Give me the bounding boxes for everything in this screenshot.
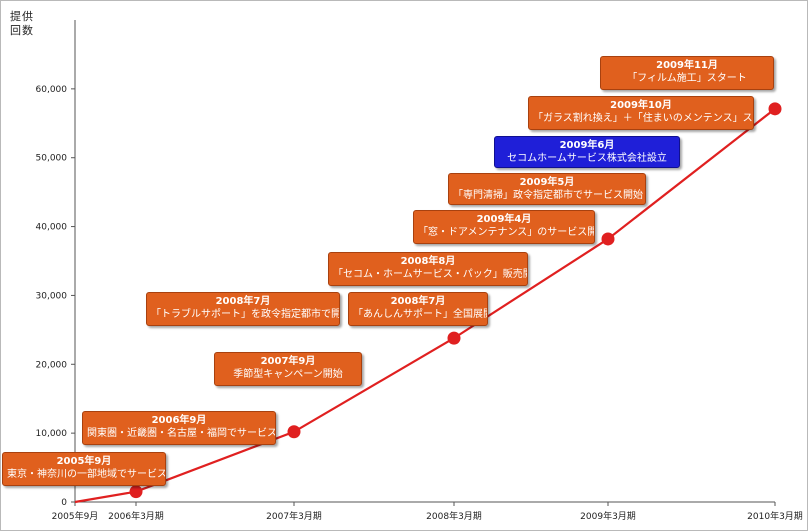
y-tick-label: 10,000 xyxy=(36,429,68,439)
x-tick-label: 2005年9月 xyxy=(52,510,99,522)
y-tick-label: 50,000 xyxy=(36,154,68,164)
x-tick-label: 2010年3月期 xyxy=(747,510,803,522)
data-point-marker xyxy=(601,232,615,246)
annotation-text: 関東圏・近畿圏・名古屋・福岡でサービス開始 xyxy=(87,428,276,439)
ticks: 0 10,000 20,000 30,000 40,000 50,000 60,000 200… xyxy=(36,85,803,522)
y-tick-label: 30,000 xyxy=(36,291,68,301)
y-tick-label: 0 xyxy=(61,498,67,508)
annotation-box: 2009年11月「フィルム施工」スタート xyxy=(600,56,774,90)
y-tick-label: 60,000 xyxy=(36,85,68,95)
annotation-box: 2009年10月「ガラス割れ換え」＋「住まいのメンテンス」スタート xyxy=(528,96,754,130)
annotation-date: 2008年7月 xyxy=(390,296,446,307)
annotation-box: 2006年9月関東圏・近畿圏・名古屋・福岡でサービス開始 xyxy=(82,411,276,445)
x-tick-label: 2006年3月期 xyxy=(108,510,164,522)
data-point-marker xyxy=(447,331,461,345)
annotation-text: 「専門清掃」政令指定都市でサービス開始 xyxy=(453,190,643,201)
series xyxy=(74,102,782,504)
annotation-box: 2008年7月「トラブルサポート」を政令指定都市で開始 xyxy=(146,292,340,326)
annotation-box: 2008年8月「セコム・ホームサービス・パック」販売開始 xyxy=(328,252,528,286)
annotation-box: 2007年9月季節型キャンペーン開始 xyxy=(214,352,362,386)
annotation-text: 季節型キャンペーン開始 xyxy=(233,369,343,380)
annotation-date: 2008年8月 xyxy=(400,256,456,267)
annotation-date: 2009年6月 xyxy=(559,140,615,151)
data-point-marker xyxy=(768,102,782,116)
annotation-date: 2005年9月 xyxy=(56,456,112,467)
annotation-date: 2008年7月 xyxy=(215,296,271,307)
annotation-date: 2009年5月 xyxy=(519,177,575,188)
annotation-date: 2007年9月 xyxy=(260,356,316,367)
axes xyxy=(74,20,775,503)
annotation-text: 「フィルム施工」スタート xyxy=(627,73,747,84)
annotation-box: 2009年5月「専門清掃」政令指定都市でサービス開始 xyxy=(448,173,646,205)
annotation-box: 2009年6月セコムホームサービス株式会社設立 xyxy=(494,136,680,168)
annotation-date: 2009年4月 xyxy=(476,214,532,225)
annotation-date: 2009年11月 xyxy=(656,60,718,71)
x-tick-label: 2007年3月期 xyxy=(266,510,322,522)
annotation-text: 「窓・ドアメンテナンス」のサービス開始 xyxy=(418,227,595,238)
annotation-date: 2009年10月 xyxy=(610,100,672,111)
y-axis-label-line-1: 提供 xyxy=(10,10,34,23)
y-axis-label-line-2: 回数 xyxy=(10,24,34,37)
y-tick-label: 40,000 xyxy=(36,223,68,233)
data-point-marker xyxy=(129,485,143,499)
annotation-text: 「トラブルサポート」を政令指定都市で開始 xyxy=(151,309,340,320)
annotation-box: 2009年4月「窓・ドアメンテナンス」のサービス開始 xyxy=(413,210,595,244)
y-axis-label: 提供 回数 xyxy=(10,10,34,38)
annotation-text: セコムホームサービス株式会社設立 xyxy=(507,153,667,164)
x-tick-label: 2008年3月期 xyxy=(426,510,482,522)
data-point-marker xyxy=(287,425,301,439)
annotation-box: 2008年7月「あんしんサポート」全国展開 xyxy=(348,292,488,326)
annotation-date: 2006年9月 xyxy=(151,415,207,426)
annotation-text: 「ガラス割れ換え」＋「住まいのメンテンス」スタート xyxy=(533,113,753,124)
series-line xyxy=(74,107,776,504)
annotation-text: 東京・神奈川の一部地域でサービス開始 xyxy=(7,469,166,480)
y-tick-label: 20,000 xyxy=(36,360,68,370)
x-tick-label: 2009年3月期 xyxy=(580,510,636,522)
annotation-text: 「あんしんサポート」全国展開 xyxy=(353,309,488,320)
annotation-text: 「セコム・ホームサービス・パック」販売開始 xyxy=(333,269,528,280)
